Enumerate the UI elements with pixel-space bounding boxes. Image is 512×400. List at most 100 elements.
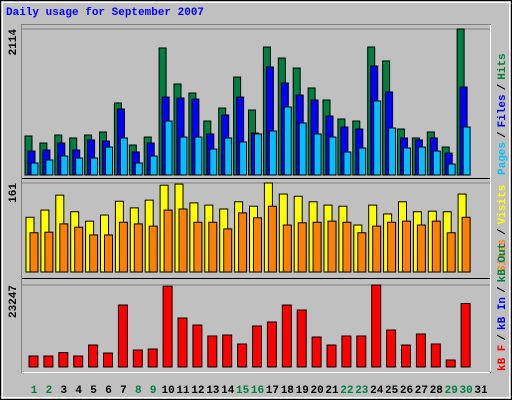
x-tick-label: 19 [296,385,309,397]
legend-entry: Hits [497,53,509,79]
x-tick-label: 28 [430,385,444,397]
bar [178,208,188,273]
x-tick-label: 18 [281,385,295,397]
x-tick-label: 27 [415,385,428,397]
x-tick-label: 4 [75,385,82,397]
bar [266,321,277,368]
bar [373,100,382,176]
bar [44,231,54,273]
legend-separator: / [497,131,509,138]
bar [254,133,262,176]
bar [222,334,233,368]
bar [386,329,397,368]
bar [401,344,411,368]
bar [447,163,456,176]
bar [177,317,188,368]
bar [432,150,441,176]
bar [132,349,143,368]
bar [281,304,292,368]
bar [357,232,367,273]
bar [387,221,397,273]
bar [223,228,233,273]
bar [371,284,382,368]
bar [103,352,113,368]
bar [430,343,441,368]
bar [312,221,322,273]
bar [462,126,471,176]
x-tick-label: 12 [191,385,204,397]
bar [28,355,39,368]
plot-area [21,24,491,373]
legend: kB F / kB In / kB Out [497,243,509,371]
bar [45,159,54,176]
bar [163,209,173,273]
legend-entry: Pages [497,142,509,175]
bar [283,106,292,176]
legend-entry: kB F [497,345,509,371]
bar [30,162,39,176]
x-tick-label: 21 [325,385,339,397]
bar [117,304,128,368]
bar [147,348,158,368]
bar [326,344,337,368]
bar [237,343,248,368]
bar [296,309,307,368]
y-tick-label: 23247 [8,285,20,318]
bar [461,216,471,273]
x-tick-label: 17 [266,385,279,397]
bar [224,137,233,176]
x-tick-label: 3 [60,385,67,397]
bar [415,333,426,368]
bar [162,285,173,368]
bar [239,141,248,176]
bar [313,133,322,176]
bar [208,221,218,273]
x-tick-label: 16 [251,385,264,397]
legend-entry: Sites [497,239,509,272]
x-tick-label: 24 [370,385,384,397]
bar [416,224,426,273]
bar [29,232,39,273]
x-tick-label: 31 [474,385,488,397]
bar [238,212,248,273]
x-tick-label: 14 [221,385,235,397]
bar [164,120,173,176]
x-tick-label: 22 [340,385,353,397]
bar [402,220,411,273]
bar [282,224,292,273]
bar [75,157,84,176]
bar [431,220,441,273]
bar [252,325,262,368]
bar [268,130,277,176]
y-tick-label: 161 [8,183,20,203]
x-tick-label: 29 [445,385,458,397]
legend-entry: kB In [497,297,509,330]
x-tick-label: 7 [120,385,127,397]
bar [209,148,218,176]
bar [90,157,99,176]
bar [267,205,277,273]
bar [446,232,456,273]
bar [343,151,352,176]
x-tick-label: 13 [206,385,220,397]
y-tick-label: 2114 [8,29,20,56]
bar [43,355,54,368]
x-tick-label: 20 [310,385,323,397]
bar [207,335,218,368]
x-tick-label: 9 [150,385,157,397]
bar [192,324,203,368]
bar [403,147,411,176]
bar [148,225,158,273]
x-tick-label: 1 [31,385,38,397]
legend-separator: / [497,286,509,293]
bar [341,335,352,368]
bar [134,162,143,176]
x-tick-label: 5 [90,385,97,397]
bar [445,359,456,368]
bar [328,136,337,176]
bar [149,155,158,176]
x-tick-label: 23 [355,385,369,397]
bar [88,344,99,368]
bar [417,146,426,176]
x-tick-label: 11 [176,385,190,397]
